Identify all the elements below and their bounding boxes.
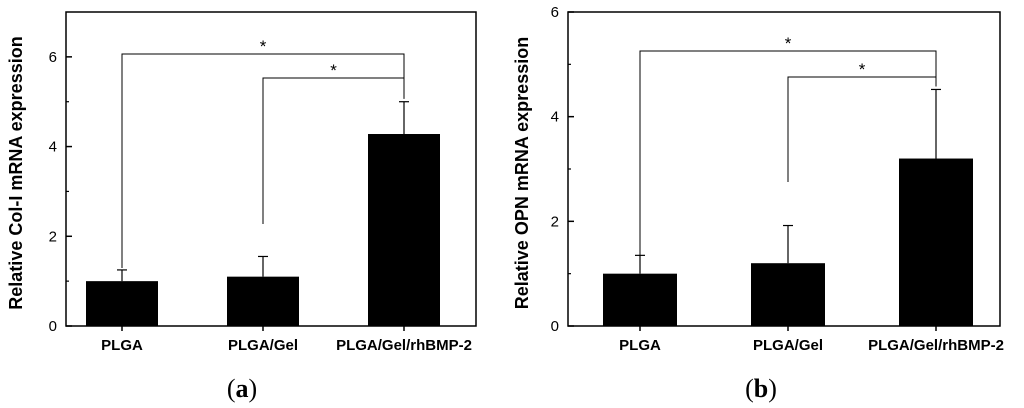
x-tick-label: PLGA/Gel bbox=[753, 337, 823, 354]
significance-star: * bbox=[330, 61, 337, 80]
panel-label: (b) bbox=[745, 374, 777, 403]
significance-star: * bbox=[859, 60, 866, 79]
x-tick-label: PLGA/Gel/rhBMP-2 bbox=[336, 337, 472, 354]
y-tick-label: 2 bbox=[49, 228, 57, 245]
significance-bracket bbox=[121, 53, 405, 268]
significance-bracket bbox=[787, 76, 937, 182]
bar bbox=[603, 273, 677, 326]
bar bbox=[899, 158, 973, 326]
y-axis-label: Relative OPN mRNA expression bbox=[512, 37, 532, 309]
y-tick-label: 0 bbox=[551, 318, 559, 335]
significance-bracket bbox=[262, 77, 405, 224]
chart-panel-a: 0 2 4 6 PLGA PLGA/Gel PLGA/Gel/rhBMP-2 * * Relati… bbox=[6, 11, 477, 403]
y-tick-label: 6 bbox=[49, 49, 57, 66]
x-tick-label: PLGA bbox=[619, 337, 661, 354]
bar bbox=[751, 263, 825, 326]
y-tick-label: 2 bbox=[551, 213, 559, 230]
bar bbox=[368, 134, 440, 326]
x-tick-label: PLGA/Gel bbox=[228, 337, 298, 354]
significance-star: * bbox=[260, 37, 267, 56]
chart-panel-b: 0 2 4 6 PLGA PLGA/Gel PLGA/Gel/rhBMP-2 * * Relati… bbox=[512, 4, 1004, 403]
y-axis-label: Relative Col-I mRNA expression bbox=[6, 36, 26, 309]
bar bbox=[86, 281, 158, 326]
panel-label: (a) bbox=[227, 374, 257, 403]
x-tick-label: PLGA bbox=[101, 337, 143, 354]
y-tick-label: 4 bbox=[49, 139, 57, 156]
y-tick-label: 4 bbox=[551, 109, 559, 126]
significance-star: * bbox=[785, 34, 792, 53]
y-tick-label: 0 bbox=[49, 318, 57, 335]
bar bbox=[227, 276, 299, 326]
y-tick-label: 6 bbox=[551, 4, 559, 21]
significance-bracket bbox=[639, 50, 937, 256]
x-tick-label: PLGA/Gel/rhBMP-2 bbox=[868, 337, 1004, 354]
